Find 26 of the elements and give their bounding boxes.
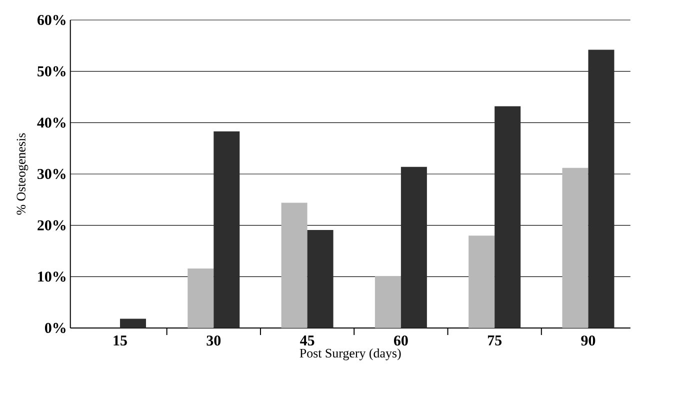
x-axis-title: Post Surgery (days) <box>300 348 401 360</box>
y-tick-label: 50% <box>38 66 66 76</box>
bar <box>468 236 495 328</box>
x-tick-label: 90 <box>581 336 596 346</box>
bar <box>588 50 614 328</box>
y-tick-label: 60% <box>37 14 66 26</box>
x-tick-label: 15 <box>114 336 127 346</box>
bar <box>281 202 308 328</box>
bar <box>400 166 427 328</box>
y-tick-label: 20% <box>38 220 66 230</box>
y-axis-title: % Osteogenesis <box>16 133 28 215</box>
y-tick-label: 10% <box>38 272 66 282</box>
bar <box>562 168 588 328</box>
y-tick-label: 30% <box>38 168 66 180</box>
bar <box>120 318 146 328</box>
bar <box>188 268 214 328</box>
bar <box>307 230 334 328</box>
x-tick-label: 45 <box>300 336 314 346</box>
bar <box>214 131 240 328</box>
x-tick-label: 30 <box>206 336 221 346</box>
bar <box>494 106 521 328</box>
y-tick-label: 40% <box>37 118 66 128</box>
x-tick-label: 75 <box>488 336 502 346</box>
x-tick-label: 60 <box>394 336 408 346</box>
y-tick-label: 0% <box>44 322 66 334</box>
bar <box>374 276 401 328</box>
